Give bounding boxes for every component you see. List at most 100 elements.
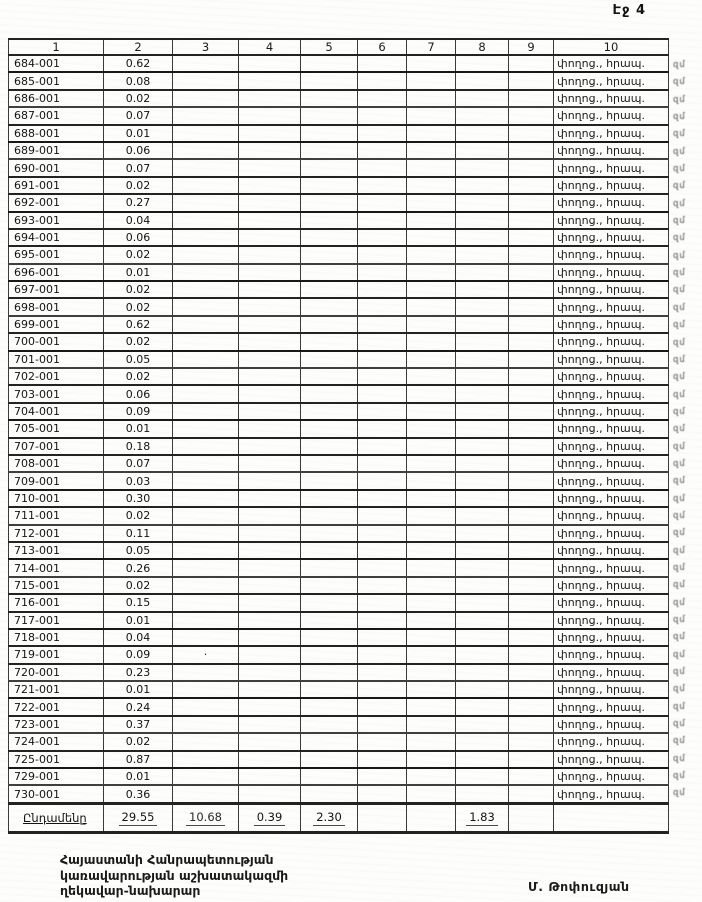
value-cell: 0.36 <box>103 784 173 805</box>
cell-col4 <box>238 123 301 143</box>
edge-fragment: զմ <box>673 181 686 192</box>
code-cell: 690-001 <box>8 158 104 178</box>
cell-col5 <box>300 262 358 283</box>
cell-col8 <box>455 436 509 457</box>
cell-col7 <box>406 332 456 352</box>
cell-col9 <box>508 488 554 509</box>
table-row: 704-001 0.09 փողոց., հրապ. <box>8 401 669 422</box>
table-row: 697-001 0.02 փողոց., հրապ. <box>8 280 669 300</box>
cell-col10: փողոց., հրապ. <box>553 680 669 700</box>
edge-fragment: զմ <box>673 60 686 70</box>
cell-col5 <box>300 227 358 248</box>
edge-fragment: զմ <box>673 354 686 365</box>
cell-col4 <box>238 558 301 578</box>
cell-col7 <box>406 471 456 491</box>
table-row: 689-001 0.06 փողոց., հրապ. <box>8 140 669 161</box>
cell-col9 <box>508 627 554 648</box>
cell-col4 <box>238 714 301 735</box>
cell-col9 <box>508 123 554 143</box>
cell-col4 <box>238 175 301 196</box>
cell-col8 <box>455 123 509 143</box>
cell-col3 <box>172 245 239 265</box>
cell-col8 <box>455 140 509 161</box>
code-cell: 723-001 <box>8 714 104 735</box>
cell-col7 <box>406 401 456 422</box>
cell-col7 <box>406 71 456 91</box>
cell-col4 <box>238 419 301 439</box>
cell-col5 <box>300 106 358 126</box>
value-cell: 0.18 <box>103 436 173 457</box>
table-row: 711-001 0.02 փողոց., հրապ. <box>8 506 669 526</box>
cell-col8 <box>455 558 509 578</box>
cell-col6 <box>357 193 407 213</box>
cell-col6 <box>357 645 407 665</box>
cell-col8 <box>455 349 509 370</box>
cell-col5 <box>300 697 358 717</box>
cell-col8 <box>455 784 509 805</box>
value-cell: 0.37 <box>103 714 173 735</box>
table-row: 692-001 0.27 փողոց., հրապ. <box>8 193 669 213</box>
cell-col6 <box>357 280 407 300</box>
table-row: 688-001 0.01 փողոց., հրապ. <box>8 123 669 143</box>
cell-col9 <box>508 506 554 526</box>
cell-col7 <box>406 349 456 370</box>
cell-col7 <box>406 488 456 509</box>
table-row: 729-001 0.01 փողոց., հրապ. <box>8 766 669 787</box>
cell-col9 <box>508 453 554 474</box>
cell-col4 <box>238 140 301 161</box>
cell-col10: փողոց., հրապ. <box>553 453 669 474</box>
cell-col6 <box>357 106 407 126</box>
edge-fragment: զմ <box>673 216 686 227</box>
edge-fragment: զմ <box>673 510 686 521</box>
cell-col10: փողոց., հրապ. <box>553 367 669 387</box>
cell-col9 <box>508 314 554 335</box>
cell-col3 <box>172 558 239 578</box>
cell-col6 <box>357 71 407 91</box>
edge-fragment: զմ <box>673 268 686 279</box>
cell-col10: փողոց., հրապ. <box>553 749 669 770</box>
column-header-5: 5 <box>300 38 358 56</box>
edge-fragment: զմ <box>673 615 686 625</box>
code-cell: 686-001 <box>8 88 104 109</box>
cell-col5 <box>300 471 358 491</box>
cell-col8 <box>455 227 509 248</box>
value-cell: 0.62 <box>103 314 173 335</box>
cell-col6 <box>357 227 407 248</box>
cell-col5 <box>300 332 358 352</box>
value-cell: 0.03 <box>103 471 173 491</box>
cell-col9 <box>508 401 554 422</box>
cell-col4 <box>238 471 301 491</box>
cell-col3 <box>172 453 239 474</box>
cell-col10: փողոց., հրապ. <box>553 332 669 352</box>
cell-col9 <box>508 540 554 561</box>
cell-col8 <box>455 610 509 630</box>
cell-col8 <box>455 523 509 543</box>
cell-col9 <box>508 749 554 770</box>
table-row: 713-001 0.05 փողոց., հրապ. <box>8 540 669 561</box>
cell-col8 <box>455 193 509 213</box>
cell-col6 <box>357 332 407 352</box>
cell-col3 <box>172 575 239 596</box>
value-cell: 0.07 <box>103 106 173 126</box>
cell-col4 <box>238 627 301 648</box>
table-row: 716-001 0.15 փողոց., հրապ. <box>8 593 669 613</box>
cell-col6 <box>357 506 407 526</box>
table-row: 724-001 0.02 փողոց., հրապ. <box>8 732 669 752</box>
edge-fragment: զմ <box>673 146 686 157</box>
cell-col6 <box>357 53 407 74</box>
value-cell: 0.02 <box>103 245 173 265</box>
cell-col5 <box>300 645 358 665</box>
cell-col4 <box>238 523 301 543</box>
column-header-8: 8 <box>455 38 509 56</box>
value-cell: 0.01 <box>103 680 173 700</box>
table-row: 685-001 0.08 փողոց., հրապ. <box>8 71 669 91</box>
cell-col5 <box>300 680 358 700</box>
cell-col3 <box>172 106 239 126</box>
cell-col5 <box>300 88 358 109</box>
code-cell: 696-001 <box>8 262 104 283</box>
cell-col5 <box>300 123 358 143</box>
cell-col5 <box>300 575 358 596</box>
edge-fragment: զմ <box>673 198 686 209</box>
cell-col5 <box>300 158 358 178</box>
cell-col4 <box>238 245 301 265</box>
